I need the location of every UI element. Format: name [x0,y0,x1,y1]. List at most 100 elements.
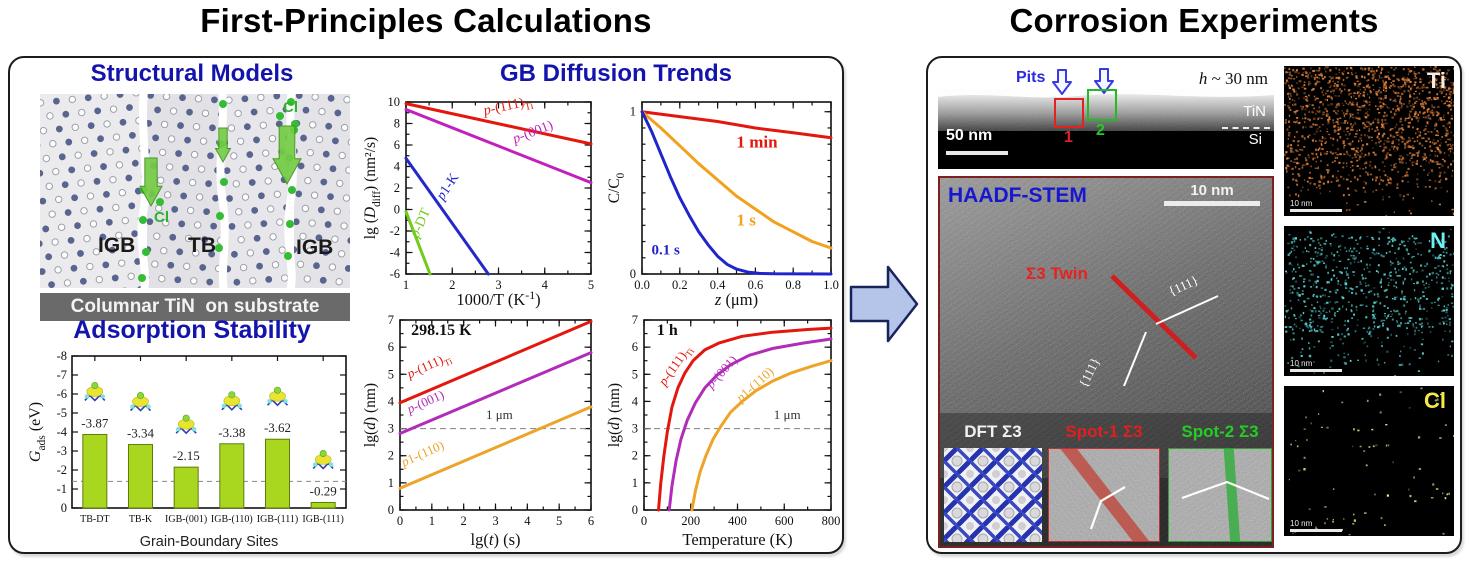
spot1-image [1049,449,1159,541]
diffusion-arrow-icon [214,127,232,164]
scalebar-50nm-bar [946,151,1008,155]
svg-text:6: 6 [394,138,400,152]
cl-ion-dot [142,248,150,256]
svg-text:7: 7 [632,313,638,327]
isosurface-icon [266,386,289,407]
eds-ti-speckles [1284,66,1454,216]
structural-model-figure: IGB TB IGB Cl Cl Columnar TiN on substrate [37,86,353,321]
svg-text:Gads (eV): Gads (eV) [27,402,48,462]
svg-text:-6: -6 [57,387,67,401]
svg-text:1: 1 [429,514,435,528]
svg-text:4: 4 [388,394,395,408]
svg-text:-8: -8 [57,349,67,363]
plot-annotation: 298.15 K [411,322,472,339]
bar [128,444,153,509]
bar [173,466,199,509]
plot-annotation: p-(111)Ti [481,94,534,122]
cl-ion-dot [220,178,228,186]
tin-layer-label: TiN [1243,103,1266,120]
svg-text:1 μm: 1 μm [486,407,513,422]
bar-category-label: TB-K [129,514,153,525]
plot-annotation: 0.1 s [652,243,681,259]
eds-n-label: N [1430,228,1446,253]
svg-text:0: 0 [394,203,400,217]
scalebar-10nm-bar [1164,201,1260,206]
isosurface-icon [312,449,334,470]
depth-vs-time-chart: 0 1 2 3 4 5 6 0 1 2 3 4 5 6 7 lg(t) (s) lg(d) (nm) 1 μm 29… [362,313,594,549]
svg-text:z (μm): z (μm) [714,290,758,309]
svg-text:C/C0: C/C0 [606,172,627,203]
svg-text:6: 6 [388,340,394,354]
cl-ion-dot [156,198,164,206]
eds-n-scalebar: 10 nm [1290,359,1342,372]
svg-text:-3: -3 [57,444,67,458]
spot1-inset-label: Spot-1 Σ3 [1065,422,1143,441]
substrate-banner: Columnar TiN on substrate [40,293,350,321]
scalebar-10nm: 10 nm [1164,182,1260,206]
series-line [657,326,833,512]
roi-number-1: 1 [1064,129,1073,146]
interface-dashed-line [1222,127,1270,129]
svg-text:0.4: 0.4 [710,278,726,292]
cl-ion-dot [288,186,296,194]
series-line [640,110,833,276]
isosurface-icon [175,414,197,435]
svg-text:lg (Ddiff) (nm²/s): lg (Ddiff) (nm²/s) [362,137,383,239]
svg-text:0: 0 [397,514,403,528]
grain-boundary [137,86,150,296]
svg-text:6: 6 [588,514,594,528]
eds-map-n: N 10 nm [1284,226,1454,376]
series-line [398,351,593,435]
svg-text:600: 600 [775,514,794,528]
dft-structure-image [944,448,1042,542]
svg-text:0.0: 0.0 [634,278,650,292]
svg-text:1: 1 [632,476,638,490]
eds-map-ti: Ti 10 nm [1284,66,1454,216]
svg-text:-6: -6 [390,267,400,281]
pit-arrow-icon [1052,69,1072,95]
series-line [690,359,833,512]
grain-label: IGB [98,234,135,257]
adsorption-bar-chart: 0 -1 -2 -3 -4 -5 -6 -7 -8 -3.87 TB-DT -3.34 TB-K -2.1… [27,349,347,550]
svg-text:5: 5 [588,278,594,292]
svg-text:0: 0 [632,503,638,517]
svg-text:4: 4 [394,160,401,174]
series-line [404,156,490,276]
left-main-title: First-Principles Calculations [200,2,652,39]
pits-label: Pits [1016,69,1046,86]
cl-label: Cl [154,209,169,226]
svg-text:2: 2 [394,181,400,195]
svg-text:0.6: 0.6 [748,278,764,292]
cl-ion-dot [139,216,147,224]
series-line [640,110,833,140]
svg-text:2: 2 [461,514,467,528]
spot1-inset [1048,448,1160,542]
svg-text:2: 2 [449,278,455,292]
depth-vs-temperature-chart: 0 200 400 600 800 0 1 2 3 4 5 6 7 Temperature (K) lg(d… [606,313,840,549]
diffusion-arrow-icon [272,125,302,186]
svg-text:0: 0 [388,503,394,517]
eds-map-cl: Cl 10 nm [1284,386,1454,536]
cl-ion-dot [284,252,292,260]
cl-ion-dot [286,220,294,228]
grain-boundary [284,86,297,296]
eds-ti-scalebar: 10 nm [1290,199,1342,212]
series-line [398,319,593,405]
calculations-panel: Structural Models IGB TB IGB Cl Cl Columnar … [8,56,844,554]
svg-text:1.0: 1.0 [823,278,839,292]
svg-text:-4: -4 [57,425,68,439]
svg-text:lg(d) (nm): lg(d) (nm) [606,383,623,447]
concentration-profile-chart: 0.0 0.2 0.4 0.6 0.8 1.0 0 1 z (μm) C/C0 1 min 1 s 0.… [606,101,839,309]
svg-text:5: 5 [632,367,638,381]
experiments-panel: Pits 1 2 h ~ 30 nm TiN Si 50 nm [926,56,1462,554]
bar-category-label: IGB-(111) [302,514,343,525]
bar-value-label: -3.87 [81,415,109,430]
eds-cl-label: Cl [1424,388,1446,413]
spot2-inset-label: Spot-2 Σ3 [1181,422,1259,441]
svg-text:2: 2 [388,449,394,463]
adsorption-title: Adsorption Stability [73,316,311,344]
stem-cross-section-image: Pits 1 2 h ~ 30 nm TiN Si 50 nm [938,67,1274,169]
cl-label: Cl [283,99,298,116]
svg-text:0.2: 0.2 [672,278,688,292]
bar [219,443,245,509]
